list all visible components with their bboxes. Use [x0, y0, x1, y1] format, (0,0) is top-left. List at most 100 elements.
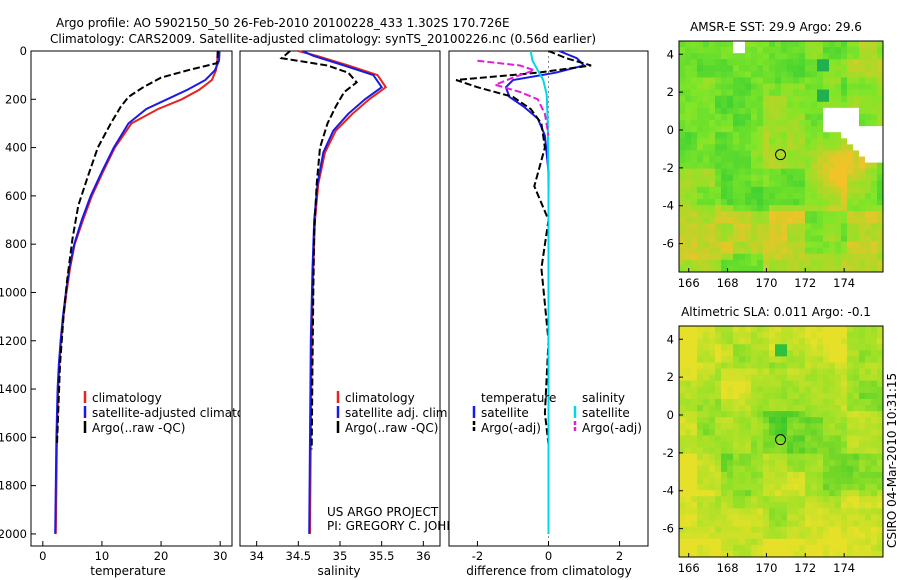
- heatmap-cell: [859, 514, 866, 521]
- heatmap-cell: [829, 459, 836, 467]
- heatmap-cell: [865, 338, 872, 345]
- heatmap-cell: [823, 65, 830, 72]
- heatmap-cell: [799, 417, 806, 424]
- heatmap-cell: [679, 447, 686, 455]
- heatmap-cell: [865, 411, 872, 418]
- sla-map-frame: [678, 325, 884, 558]
- heatmap-cell: [697, 332, 704, 339]
- heatmap-cell: [859, 180, 866, 188]
- heatmap-cell: [859, 459, 866, 467]
- heatmap-cell: [721, 41, 728, 48]
- heatmap-cell: [697, 496, 704, 503]
- heatmap-cell: [805, 150, 812, 157]
- heatmap-cell: [679, 502, 686, 509]
- heatmap-cell: [859, 344, 866, 351]
- heatmap-cell: [757, 199, 764, 206]
- heatmap-cell: [781, 368, 788, 376]
- heatmap-cell: [757, 101, 764, 109]
- heatmap-cell: [781, 356, 788, 363]
- heatmap-cell: [769, 265, 776, 273]
- heatmap-cell: [823, 435, 830, 442]
- heatmap-cell: [841, 138, 848, 145]
- heatmap-cell: [715, 180, 722, 188]
- heatmap-cell: [817, 156, 824, 163]
- heatmap-cell: [829, 186, 836, 194]
- heatmap-cell: [835, 332, 842, 339]
- heatmap-cell: [853, 338, 860, 345]
- heatmap-cell: [709, 338, 716, 345]
- heatmap-cell: [793, 398, 800, 406]
- heatmap-cell: [841, 113, 848, 121]
- heatmap-cell: [685, 477, 692, 485]
- heatmap-cell: [679, 186, 686, 194]
- heatmap-cell: [709, 65, 716, 72]
- heatmap-cell: [697, 174, 704, 182]
- heatmap-cell: [709, 392, 716, 400]
- heatmap-cell: [787, 120, 794, 127]
- heatmap-cell: [769, 490, 776, 497]
- heatmap-cell: [793, 380, 800, 388]
- heatmap-cell: [709, 386, 716, 394]
- heatmap-cell: [775, 53, 782, 60]
- heatmap-cell: [877, 223, 884, 230]
- heatmap-cell: [829, 441, 836, 448]
- heatmap-cell: [871, 508, 878, 515]
- heatmap-cell: [787, 471, 794, 479]
- heatmap-cell: [715, 508, 722, 515]
- heatmap-cell: [853, 544, 860, 552]
- heatmap-cell: [847, 47, 854, 54]
- heatmap-cell: [817, 71, 824, 78]
- heatmap-cell: [781, 326, 788, 333]
- heatmap-cell: [703, 132, 710, 139]
- heatmap-cell: [871, 247, 878, 255]
- heatmap-cell: [817, 550, 824, 558]
- heatmap-cell: [757, 392, 764, 400]
- heatmap-cell: [703, 338, 710, 345]
- heatmap-cell: [745, 180, 752, 188]
- heatmap-cell: [751, 150, 758, 157]
- heatmap-cell: [871, 453, 878, 461]
- heatmap-cell: [823, 120, 830, 127]
- heatmap-cell: [763, 101, 770, 109]
- heatmap-cell: [859, 247, 866, 255]
- heatmap-cell: [685, 95, 692, 103]
- heatmap-cell: [865, 477, 872, 485]
- heatmap-cell: [829, 544, 836, 552]
- heatmap-cell: [745, 526, 752, 534]
- heatmap-cell: [691, 405, 698, 412]
- heatmap-cell: [811, 417, 818, 424]
- heatmap-cell: [721, 417, 728, 424]
- heatmap-cell: [709, 144, 716, 151]
- heatmap-cell: [751, 338, 758, 345]
- heatmap-cell: [841, 205, 848, 212]
- heatmap-cell: [805, 126, 812, 133]
- heatmap-cell: [871, 520, 878, 528]
- heatmap-cell: [853, 350, 860, 357]
- heatmap-cell: [781, 199, 788, 206]
- heatmap-cell: [823, 520, 830, 528]
- heatmap-cell: [817, 211, 824, 218]
- heatmap-cell: [859, 205, 866, 212]
- heatmap-cell: [769, 459, 776, 467]
- heatmap-cell: [769, 101, 776, 109]
- heatmap-cell: [727, 41, 734, 48]
- heatmap-cell: [679, 259, 686, 267]
- heatmap-cell: [865, 520, 872, 528]
- heatmap-cell: [793, 156, 800, 163]
- heatmap-cell: [709, 484, 716, 491]
- heatmap-cell: [829, 101, 836, 109]
- figure-title-line1: Argo profile: AO 5902150_50 26-Feb-2010 …: [56, 16, 510, 30]
- heatmap-cell: [829, 490, 836, 497]
- heatmap-cell: [733, 59, 740, 66]
- heatmap-cell: [685, 338, 692, 345]
- heatmap-cell: [829, 126, 836, 133]
- heatmap-cell: [877, 95, 884, 103]
- credit-pi: PI: GREGORY C. JOHNSON: [327, 519, 481, 533]
- heatmap-cell: [751, 235, 758, 243]
- heatmap-cell: [793, 392, 800, 400]
- heatmap-cell: [871, 192, 878, 200]
- heatmap-cell: [739, 362, 746, 369]
- x-tick-label: -2: [472, 549, 483, 563]
- heatmap-cell: [739, 259, 746, 267]
- heatmap-cell: [775, 435, 782, 442]
